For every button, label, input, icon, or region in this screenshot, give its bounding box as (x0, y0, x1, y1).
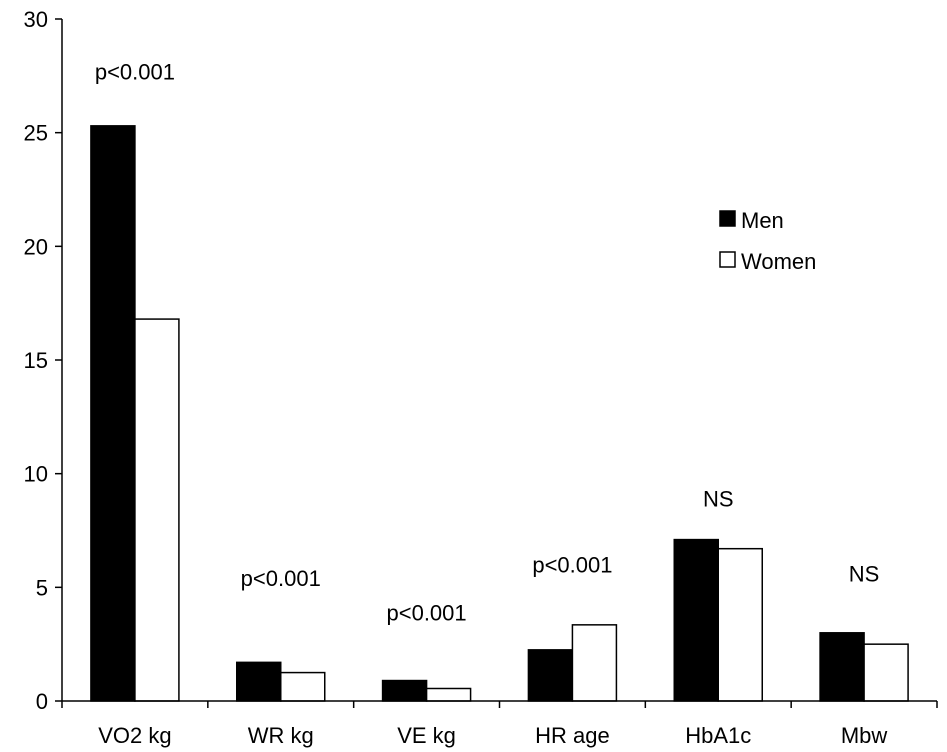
y-tick-label: 20 (24, 234, 48, 259)
annotation-ve-kg: p<0.001 (387, 600, 467, 625)
annotation-hr-age: p<0.001 (532, 553, 612, 578)
bars (90, 125, 909, 702)
annotation-mbw: NS (849, 562, 880, 587)
legend-label-women: Women (741, 249, 816, 274)
bar-women-wr-kg (280, 671, 326, 702)
y-tick-label: 0 (36, 689, 48, 714)
bar-women-mbw (863, 643, 909, 702)
x-tick-label-wr-kg: WR kg (248, 723, 314, 748)
legend-swatch-women (719, 251, 736, 268)
y-tick-label: 10 (24, 462, 48, 487)
axes: 0 5 10 15 20 25 30 VO2 kg WR kg VE kg HR age HbA1c M… (24, 7, 938, 748)
legend-swatch-men (719, 210, 736, 227)
x-tick-label-ve-kg: VE kg (397, 723, 456, 748)
x-tick-label-hr-age: HR age (535, 723, 610, 748)
bar-men-vo2-kg (90, 125, 136, 702)
bar-men-wr-kg (236, 661, 282, 702)
y-tick-label: 30 (24, 7, 48, 32)
bar-women-hba1c (717, 547, 763, 702)
annotations: p<0.001 p<0.001 p<0.001 p<0.001 NS NS (95, 59, 880, 625)
y-tick-label: 15 (24, 348, 48, 373)
bar-men-hba1c (673, 538, 719, 702)
bar-women-hr-age (571, 624, 618, 702)
bar-men-hr-age (527, 649, 574, 702)
bar-women-vo2-kg (134, 318, 180, 702)
annotation-vo2-kg: p<0.001 (95, 59, 175, 84)
bar-men-mbw (819, 632, 865, 702)
y-tick-label: 5 (36, 575, 48, 600)
x-tick-label-mbw: Mbw (841, 723, 888, 748)
x-tick-label-vo2-kg: VO2 kg (98, 723, 171, 748)
legend-label-men: Men (741, 208, 784, 233)
bar-men-ve-kg (381, 679, 428, 702)
x-tick-label-hba1c: HbA1c (685, 723, 751, 748)
annotation-hba1c: NS (703, 487, 734, 512)
y-tick-label: 25 (24, 121, 48, 146)
annotation-wr-kg: p<0.001 (241, 566, 321, 591)
bar-women-ve-kg (425, 687, 472, 702)
legend: Men Women (719, 208, 816, 274)
